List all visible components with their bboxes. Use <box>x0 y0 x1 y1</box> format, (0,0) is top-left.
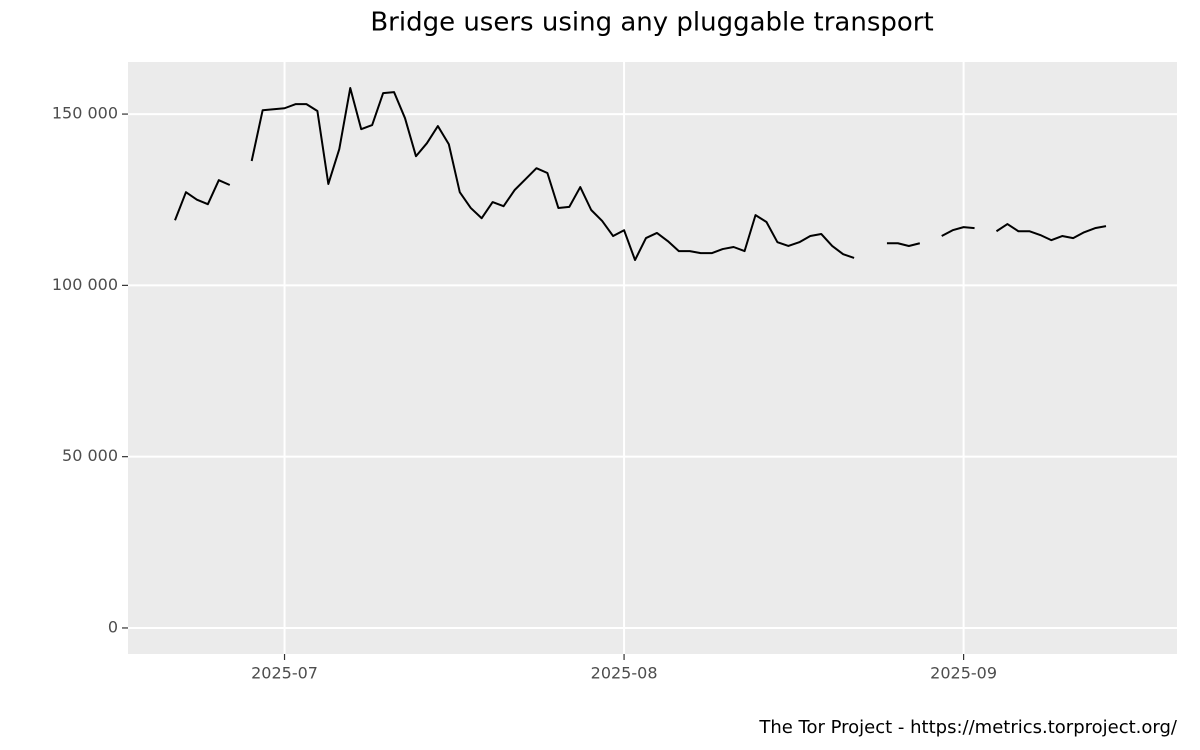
chart-title: Bridge users using any pluggable transpo… <box>370 8 933 38</box>
caption: The Tor Project - https://metrics.torpro… <box>758 717 1178 738</box>
y-tick-label: 150 000 <box>52 104 118 123</box>
y-tick-label: 0 <box>108 617 118 636</box>
panel <box>128 62 1177 654</box>
y-tick-label: 50 000 <box>62 446 118 465</box>
x-tick-label: 2025-09 <box>930 664 997 683</box>
x-tick-label: 2025-08 <box>591 664 658 683</box>
x-tick-label: 2025-07 <box>251 664 318 683</box>
line <box>174 87 1107 262</box>
y-tick-label: 100 000 <box>52 275 118 294</box>
